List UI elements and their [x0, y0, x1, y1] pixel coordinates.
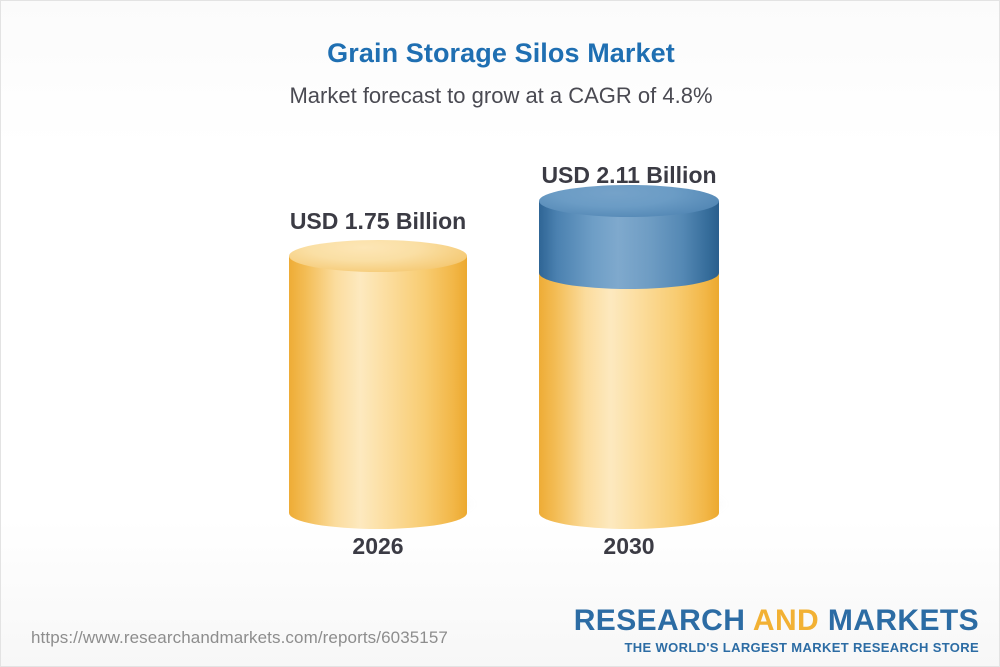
cylinder-top-cap-2026 [289, 240, 467, 272]
cylinder-segment-base-2026 [289, 240, 467, 529]
chart-subtitle: Market forecast to grow at a CAGR of 4.8… [289, 83, 713, 109]
chart-header: Grain Storage Silos Market Market foreca… [1, 1, 999, 110]
cylinder-segment-base-2030 [539, 256, 719, 529]
bar-group-2026: USD 1.75 Billion 2026 [289, 1, 475, 601]
bar-year-label-2030: 2030 [603, 533, 655, 559]
chart-plot-area: USD 1.75 Billion 2026 USD 2.11 Billion [1, 1, 999, 601]
cylinder-body-base-2030 [539, 256, 719, 513]
footer: https://www.researchandmarkets.com/repor… [1, 600, 999, 666]
brand-word-research: RESEARCH [573, 604, 746, 637]
brand-logo: RESEARCH AND MARKETS THE WORLD'S LARGEST… [574, 606, 979, 655]
chart-title: Grain Storage Silos Market [327, 38, 675, 68]
bar-value-label-2030: USD 2.11 Billion [541, 162, 717, 188]
cylinder-2026 [289, 240, 475, 529]
cylinder-2030 [539, 185, 727, 529]
brand-word-markets: MARKETS [827, 604, 979, 637]
bar-value-label-2026: USD 1.75 Billion [289, 208, 467, 234]
cylinder-body-2026 [289, 256, 467, 513]
bar-year-label-2026: 2026 [352, 533, 404, 559]
brand-tagline: THE WORLD'S LARGEST MARKET RESEARCH STOR… [624, 640, 979, 655]
brand-word-and: AND [752, 604, 820, 637]
cylinder-segment-growth-2030 [539, 185, 719, 289]
bar-group-2030: USD 2.11 Billion 2030 [539, 1, 727, 601]
cylinder-top-cap-2030 [539, 185, 719, 217]
brand-name: RESEARCH AND MARKETS [574, 606, 979, 636]
source-url-link[interactable]: https://www.researchandmarkets.com/repor… [31, 628, 448, 647]
